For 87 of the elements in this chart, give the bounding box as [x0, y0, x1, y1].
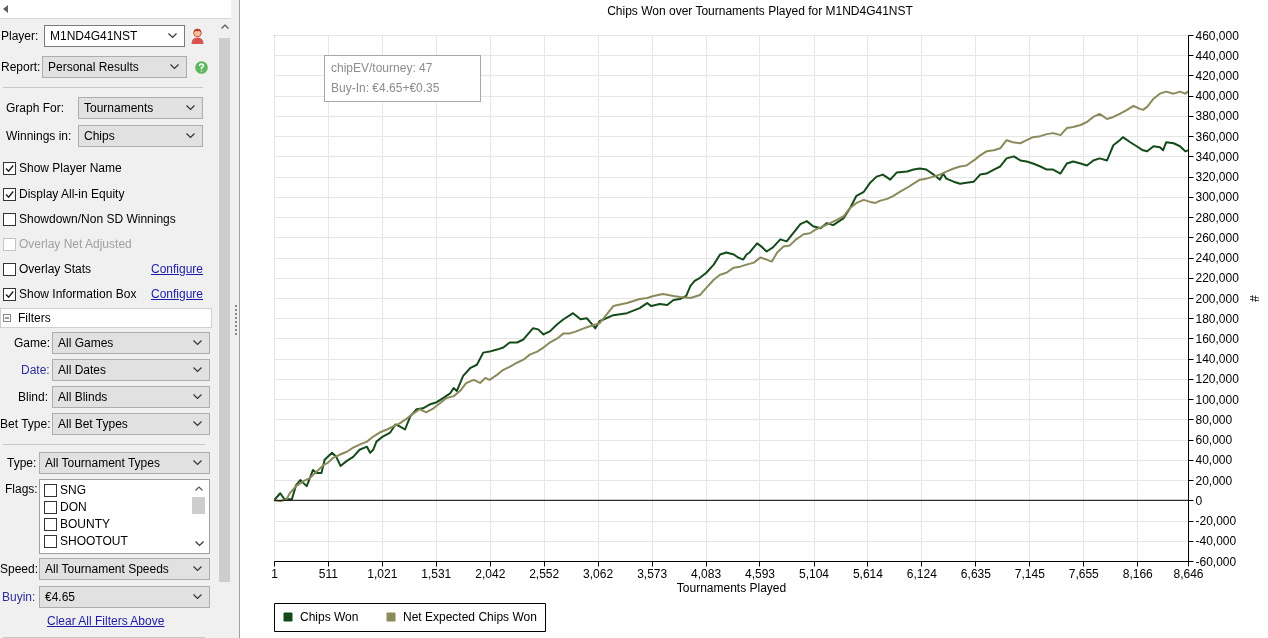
y-tick-label: 440,000: [1195, 48, 1240, 63]
x-tick-label: 3,573: [637, 566, 668, 581]
x-tick-label: 1,021: [367, 566, 398, 581]
text: Configure: [151, 261, 204, 277]
x-tick-label: 511: [318, 566, 339, 581]
text: Clear All Filters Above: [47, 613, 165, 629]
x-tick-label: 1: [271, 566, 279, 581]
text: Report:: [1, 59, 41, 75]
annotation: chipEV/tourney: 47: [331, 60, 434, 77]
text: Configure: [151, 286, 204, 302]
x-tick-label: 8,166: [1122, 566, 1154, 581]
y-tick-label: 260,000: [1195, 230, 1240, 245]
y-tick-label: 0: [1195, 493, 1203, 508]
annotation: Buy-In: €4.65+€0.35: [331, 80, 441, 97]
y-tick-label: 80,000: [1195, 412, 1233, 427]
y-tick-label: -20,000: [1195, 514, 1237, 529]
text: Type:: [7, 455, 37, 471]
text: Speed:: [0, 561, 39, 577]
text: Date:: [21, 362, 50, 378]
dropdown: All Games: [52, 332, 210, 354]
y-tick-label: 140,000: [1195, 352, 1240, 367]
y-tick-label: 20,000: [1195, 473, 1233, 488]
x-tick-label: 7,655: [1068, 566, 1100, 581]
dropdown: Personal Results: [42, 56, 187, 78]
y-tick-label: 60,000: [1195, 433, 1233, 448]
y-tick-label: 420,000: [1195, 68, 1240, 83]
text: Game:: [14, 335, 51, 351]
x-tick-label: 4,593: [744, 566, 776, 581]
y-tick-label: 120,000: [1195, 372, 1240, 387]
y-tick-label: 180,000: [1195, 311, 1240, 326]
y-tick-label: 340,000: [1195, 149, 1240, 164]
y-tick-label: 300,000: [1195, 190, 1240, 205]
text: Graph For:: [6, 100, 65, 116]
dropdown: M1ND4G41NST: [44, 25, 185, 47]
dropdown: Chips: [78, 125, 203, 147]
y-axis-title: #: [1246, 295, 1261, 303]
text: Show Information Box: [19, 286, 137, 302]
y-tick-label: 220,000: [1195, 271, 1240, 286]
text: Show Player Name: [19, 160, 122, 176]
y-tick-label: 320,000: [1195, 170, 1240, 185]
text: Overlay Stats: [19, 261, 92, 277]
text: Player:: [1, 28, 39, 44]
dropdown: All Tournament Speeds: [39, 558, 210, 580]
info-box: chipEV/tourney: 47 Buy-In: €4.65+€0.35: [324, 55, 481, 102]
text: Blind:: [18, 389, 49, 405]
x-axis-title: Tournaments Played: [676, 580, 787, 595]
y-tick-label: -60,000: [1195, 554, 1237, 569]
dropdown: Tournaments: [78, 97, 203, 119]
y-tick-label: 380,000: [1195, 109, 1240, 124]
x-tick-label: 5,104: [799, 566, 830, 581]
x-tick-label: 7,145: [1014, 566, 1046, 581]
text: Bet Type:: [0, 416, 51, 432]
y-tick-label: 460,000: [1195, 28, 1240, 43]
y-tick-label: 280,000: [1195, 210, 1240, 225]
text: Winnings in:: [6, 128, 72, 144]
x-tick-label: 1,531: [421, 566, 452, 581]
text: Display All-in Equity: [19, 186, 125, 202]
x-tick-label: 5,614: [852, 566, 884, 581]
y-tick-label: 160,000: [1195, 331, 1240, 346]
legend-label: Chips Won: [300, 610, 359, 624]
x-tick-label: 6,635: [960, 566, 992, 581]
list-box: SNG DON BOUNTY SHOOTOUT: [39, 479, 210, 554]
y-tick-label: 200,000: [1195, 291, 1240, 306]
dropdown: All Tournament Types: [39, 452, 210, 474]
y-tick-label: 100,000: [1195, 392, 1240, 407]
x-tick-label: 6,124: [906, 566, 938, 581]
y-tick-label: 360,000: [1195, 129, 1240, 144]
dropdown: All Blinds: [52, 386, 210, 408]
x-tick-label: 8,646: [1173, 566, 1204, 581]
chart-title: Chips Won over Tournaments Played for M1ND4G41NST: [607, 4, 914, 18]
dropdown: €4.65: [39, 586, 210, 608]
x-tick-label: 2,042: [475, 566, 506, 581]
x-tick-label: 3,062: [583, 566, 614, 581]
text: Showdown/Non SD Winnings: [19, 211, 176, 227]
y-tick-label: 400,000: [1195, 89, 1240, 104]
y-tick-label: -40,000: [1195, 534, 1237, 549]
y-tick-label: 240,000: [1195, 251, 1240, 266]
x-tick-label: 4,083: [691, 566, 722, 581]
text: Filters: [18, 310, 51, 326]
y-tick-label: 40,000: [1195, 453, 1233, 468]
text: Buyin:: [2, 589, 36, 605]
legend-label: Net Expected Chips Won: [403, 610, 537, 624]
dropdown: All Bet Types: [52, 413, 210, 435]
x-tick-label: 2,552: [529, 566, 560, 581]
text: Flags:: [5, 481, 38, 497]
dropdown: All Dates: [52, 359, 210, 381]
text: Overlay Net Adjusted: [19, 236, 132, 252]
